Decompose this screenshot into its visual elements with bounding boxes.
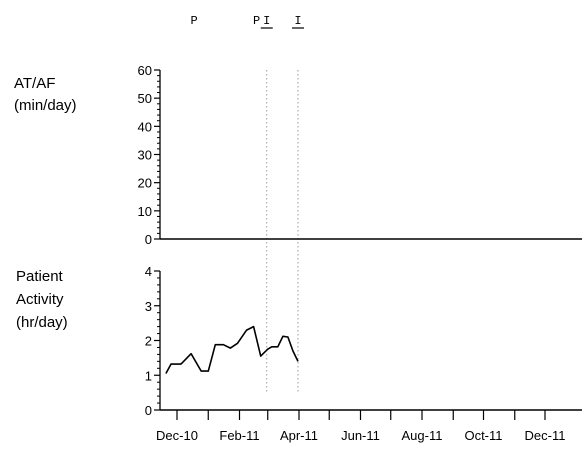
y-tick-label: 30 xyxy=(138,148,152,163)
x-tick-label: Apr-11 xyxy=(280,428,318,443)
event-guide-lines xyxy=(266,70,299,392)
x-axis: Dec-10 Feb-11 Apr-11 Jun-11 Aug-11 Oct-11 Dec-… xyxy=(156,409,582,443)
y-tick-label: 10 xyxy=(138,204,152,219)
procedure-marker: P xyxy=(253,14,260,28)
atf-y-axis: 0 10 20 30 40 50 60 xyxy=(138,63,161,247)
atf-ylabel-line2: (min/day) xyxy=(14,97,77,114)
y-tick-label: 2 xyxy=(145,334,152,349)
x-tick-label: Dec-11 xyxy=(525,428,566,443)
x-tick-label: Jun-11 xyxy=(341,428,380,443)
x-tick-label: Oct-11 xyxy=(464,428,502,443)
y-tick-label: 0 xyxy=(145,232,152,247)
atf-panel: AT/AF (min/day) 0 10 20 30 40 50 60 xyxy=(14,63,582,247)
x-tick-label: Aug-11 xyxy=(402,428,443,443)
y-tick-label: 3 xyxy=(145,299,152,314)
y-tick-label: 4 xyxy=(145,264,152,279)
activity-ylabel-line1: Patient xyxy=(16,268,64,285)
x-tick-label: Dec-10 xyxy=(156,428,198,443)
y-tick-label: 50 xyxy=(138,91,152,106)
activity-series-line xyxy=(165,325,299,374)
y-tick-label: 0 xyxy=(145,403,152,418)
implant-marker: I xyxy=(294,14,301,28)
activity-ylabel-line3: (hr/day) xyxy=(16,314,68,331)
y-tick-label: 20 xyxy=(138,176,152,191)
activity-series xyxy=(165,325,299,374)
activity-ylabel-line2: Activity xyxy=(16,291,64,308)
y-tick-label: 1 xyxy=(145,368,152,383)
y-tick-label: 60 xyxy=(138,63,152,78)
procedure-marker: P xyxy=(191,14,198,28)
y-tick-label: 40 xyxy=(138,119,152,134)
activity-panel: Patient Activity (hr/day) 0 1 2 3 4 Dec-10 Fe… xyxy=(16,264,582,443)
atf-ylabel-line1: AT/AF xyxy=(14,75,55,92)
implant-marker: I xyxy=(263,14,270,28)
x-tick-label: Feb-11 xyxy=(219,428,259,443)
activity-y-axis: 0 1 2 3 4 xyxy=(145,264,161,418)
